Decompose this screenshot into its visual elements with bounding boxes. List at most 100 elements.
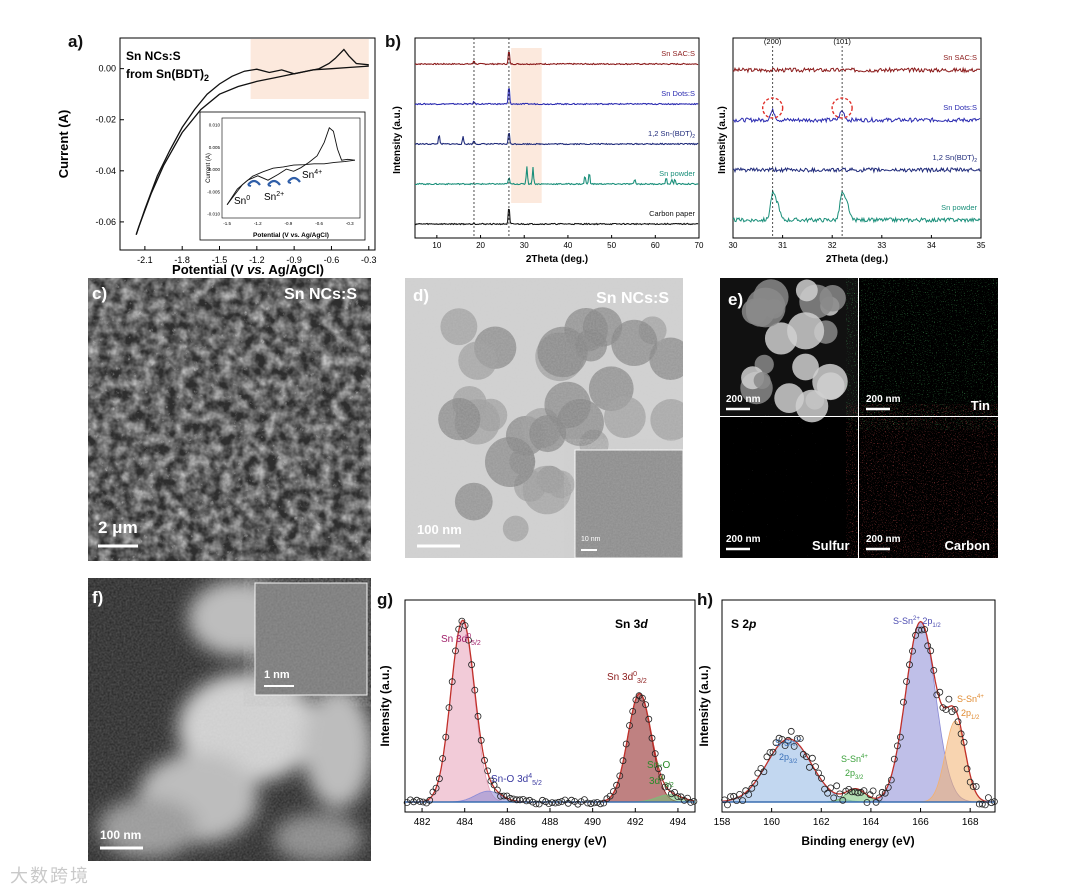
watermark: 大数跨境 (10, 866, 90, 886)
xps-data-point (551, 799, 559, 807)
xps-data-point (497, 792, 504, 800)
xps-xtick-label: 492 (627, 817, 644, 828)
xps-data-point (781, 742, 789, 750)
xps-data-point (619, 757, 627, 765)
xrd-zoom-ylabel: Intensity (a.u.) (717, 106, 728, 174)
xrd-ticks: 10 20 30 40 50 60 70 (432, 235, 704, 250)
eds-scale-2: 200 nm (866, 394, 901, 405)
xrd-zoom-series-label: 1,2 Sn(BDT)2 (933, 153, 978, 164)
xps-data-point (684, 794, 691, 802)
sem-image: c) Sn NCs:S 2 μm (88, 278, 371, 561)
xrd-zoom-xtick-label: 30 (729, 241, 738, 250)
xps-data-point (661, 783, 669, 791)
cv-curve (135, 65, 369, 235)
cv-ytick-label: 0.00 (98, 64, 116, 74)
panel-b-label: b) (385, 32, 402, 51)
xps-data-point (490, 781, 498, 789)
xps-data-point (494, 786, 501, 794)
xps-data-point (600, 799, 608, 807)
panel-g-label: g) (377, 590, 394, 609)
xps-data-point (465, 636, 472, 644)
xps-data-point (957, 730, 965, 738)
xps-data-point (481, 756, 488, 764)
xps-data-point (881, 789, 889, 797)
xps-data-point (878, 788, 886, 796)
xrd-xtick-label: 10 (432, 241, 441, 250)
xrd-xtick-label: 60 (651, 241, 660, 250)
xps-data-point (529, 798, 537, 806)
cv-inset-series (226, 127, 355, 205)
tem-inset-scale-text: 10 nm (581, 536, 601, 543)
cv-inset-xtick-label: -1.5 (223, 221, 231, 226)
xps-sn-points (403, 617, 698, 808)
xps-data-point (616, 772, 624, 780)
carbon-map (860, 418, 998, 558)
xrd-xtick-label: 70 (695, 241, 704, 250)
cv-xtick-label: -1.8 (174, 255, 190, 265)
xps-data-point (500, 792, 508, 800)
cv-inset-ytick-label: 0.010 (209, 123, 221, 128)
xps-data-point (506, 794, 514, 802)
tin-label: Tin (970, 398, 990, 413)
cv-inset-xtick-label: -0.6 (315, 221, 323, 226)
xps-data-point (584, 799, 592, 807)
haadf-particles (740, 279, 848, 423)
cv-inset-ytick-label: -0.005 (207, 189, 220, 194)
xps-data-point (899, 698, 907, 706)
xps-data-point (645, 715, 653, 723)
xps-data-point (748, 784, 756, 792)
cv-xtick-label: -0.9 (286, 255, 302, 265)
xps-data-point (548, 799, 556, 807)
xps-data-point (918, 626, 926, 634)
xps-data-point (455, 625, 463, 633)
cv-inset-ylabel: Current (A) (206, 153, 212, 183)
xrd-frame (414, 37, 700, 239)
xps-data-point (751, 779, 759, 787)
xps-data-point (906, 661, 913, 669)
xps-data-point (830, 794, 838, 802)
xps-data-point (522, 797, 530, 805)
panel-f-label: f) (92, 588, 104, 607)
xps-data-point (539, 796, 546, 804)
xrd-pattern (414, 166, 699, 186)
xps-data-point (812, 763, 819, 771)
xrd-zoom-series-label: Sn powder (941, 203, 977, 212)
xps-data-point (468, 661, 475, 669)
xps-sn-chart: 482 484 486 488 490 492 494 Intensity (a.u.) B… (378, 599, 698, 848)
xps-data-point (655, 765, 662, 773)
xps-sn-title: Sn 3d (615, 617, 648, 631)
xps-data-point (558, 798, 566, 805)
xps-data-point (432, 784, 440, 792)
xps-data-point (884, 783, 892, 791)
xps-data-point (951, 706, 959, 713)
eds-maps: e) 200 nm 200 nm 200 nm 200 nm Tin Sulfu… (720, 278, 998, 558)
sn2-label: Sn2+ (264, 191, 284, 203)
xps-data-point (513, 796, 521, 804)
xps-data-point (632, 696, 640, 704)
xps-data-point (787, 727, 795, 735)
panel-a: -2.1 -1.8 -1.5 -1.2 -0.9 -0.6 -0.3 0.00 -0.02 -0.… (50, 30, 380, 280)
xps-data-point (516, 796, 524, 804)
xrd-zoom-pattern (732, 107, 981, 124)
xps-data-point (452, 647, 459, 655)
xps-data-point (458, 617, 466, 625)
cv-inset-xtick-label: -1.2 (254, 221, 262, 226)
cv-axis-ticks: -2.1 -1.8 -1.5 -1.2 -0.9 -0.6 -0.3 0.00 -0.02 -0.… (95, 64, 376, 265)
xps-data-point (613, 781, 621, 789)
sn3d32-label: Sn 3d03/2 (607, 671, 647, 685)
xps-data-point (426, 796, 434, 804)
cv-xlabel: Potential (V vs. Ag/AgCl) (172, 262, 324, 277)
sn3d52-label: Sn 3d05/2 (441, 633, 481, 647)
xps-data-point (651, 750, 659, 758)
xps-xtick-label: 494 (670, 817, 687, 828)
cv-xtick-label: -0.3 (361, 255, 377, 265)
cv-inset-frame (221, 117, 361, 219)
xps-xtick-label: 490 (584, 817, 601, 828)
xps-data-point (839, 796, 847, 804)
xps-data-point (760, 768, 768, 776)
ssn4-3-label-a: S-Sn4+ (841, 754, 868, 764)
xps-data-point (648, 734, 656, 742)
eds-scale-3: 200 nm (726, 534, 761, 545)
xps-data-point (912, 631, 920, 639)
cv-ytick-label: -0.06 (95, 217, 116, 227)
